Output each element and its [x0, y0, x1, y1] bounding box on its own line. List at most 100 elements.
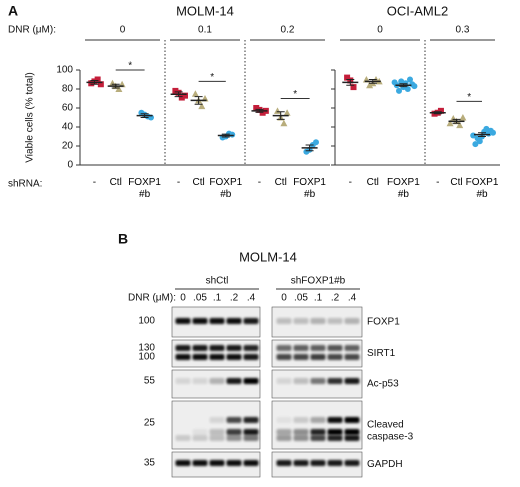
category-label: FOXP1 #b — [128, 177, 161, 200]
dose-value: 0.3 — [456, 25, 470, 36]
data-point — [303, 148, 310, 155]
mw-marker: 100 — [138, 316, 155, 327]
band — [226, 378, 242, 384]
band — [276, 435, 292, 441]
band — [226, 429, 242, 435]
x-tick-label: FOXP1 #b — [128, 177, 161, 200]
category-label: FOXP1 #b — [386, 177, 420, 200]
data-point — [253, 105, 260, 111]
band — [192, 378, 208, 384]
category-label: Ctl — [366, 177, 379, 188]
data-point — [459, 114, 467, 121]
category-label: - — [348, 177, 352, 188]
protein-label: SIRT1 — [367, 348, 396, 359]
significance-label: * — [293, 89, 297, 100]
band — [243, 345, 259, 351]
protein-label: Cleaved — [367, 420, 404, 431]
band — [243, 460, 259, 466]
category-label: - — [257, 177, 262, 188]
band — [226, 318, 242, 324]
band — [192, 318, 208, 324]
data-point — [404, 86, 411, 92]
band — [293, 429, 309, 435]
error-bar — [346, 79, 355, 86]
error-bar — [255, 108, 264, 113]
band — [226, 417, 242, 423]
significance-label: * — [210, 72, 214, 83]
band — [327, 345, 343, 351]
blot-strip — [271, 400, 363, 450]
category-label: - — [92, 177, 97, 188]
data-point — [449, 114, 457, 122]
data-point — [280, 119, 288, 127]
dose-value: 0 — [377, 25, 383, 36]
band — [209, 460, 225, 466]
data-point — [94, 76, 101, 83]
y-tick-label: 0 — [67, 160, 73, 171]
mw-marker: 130 — [138, 343, 155, 354]
error-bar — [140, 113, 149, 118]
band — [310, 354, 326, 360]
band — [209, 429, 225, 435]
data-point — [391, 79, 398, 86]
y-tick-label: 20 — [62, 141, 74, 152]
data-point — [366, 81, 374, 89]
error-bar — [221, 133, 230, 138]
mw-marker: 55 — [144, 376, 156, 387]
x-tick-label: - — [348, 177, 352, 188]
group-label: shFOXP1#b — [291, 276, 346, 287]
band — [310, 318, 326, 324]
band — [344, 417, 360, 423]
data-point — [456, 121, 464, 129]
protein-label: FOXP1 — [367, 317, 400, 328]
y-tick-label: 100 — [56, 65, 73, 76]
y-tick-label: 80 — [62, 84, 74, 95]
data-point — [182, 92, 188, 99]
band — [293, 318, 309, 324]
band — [310, 460, 326, 466]
data-point — [172, 87, 179, 94]
dose-value: .1 — [213, 293, 222, 304]
mw-marker: 25 — [144, 418, 156, 429]
band — [327, 435, 343, 441]
data-point — [198, 102, 206, 110]
band — [327, 429, 343, 435]
dose-value: 0.1 — [198, 25, 212, 36]
band — [293, 417, 309, 423]
band — [293, 354, 309, 360]
band — [175, 345, 191, 351]
category-label: FOXP1 #b — [465, 177, 499, 200]
band — [344, 345, 360, 351]
band — [175, 354, 191, 360]
category-label: - — [176, 177, 181, 188]
blot-strip — [271, 339, 363, 368]
data-point — [411, 83, 418, 90]
x-tick-label: Ctl — [366, 177, 379, 188]
band — [276, 318, 292, 324]
blot-title: MOLM-14 — [239, 249, 297, 264]
band — [243, 435, 259, 441]
protein-label: GAPDH — [367, 459, 403, 470]
x-tick-label: Ctl — [450, 177, 462, 188]
x-tick-label: - — [257, 177, 262, 188]
group-label: shCtl — [206, 276, 229, 287]
band — [226, 354, 242, 360]
error-bar — [111, 83, 120, 89]
error-bar — [399, 83, 408, 88]
data-point — [490, 129, 496, 136]
error-bar — [194, 96, 203, 105]
band — [175, 378, 191, 384]
dose-value: .05 — [193, 293, 207, 304]
y-axis-title: Viable cells (% total) — [25, 72, 36, 162]
band — [243, 354, 259, 360]
dose-value: 0 — [120, 25, 126, 36]
band — [192, 435, 208, 441]
x-tick-label: FOXP1 #b — [293, 177, 326, 200]
error-bar — [478, 132, 486, 137]
dose-label: DNR (μM): — [8, 25, 56, 36]
band — [209, 378, 225, 384]
band — [293, 460, 309, 466]
error-bar — [433, 111, 442, 115]
x-tick-label: FOXP1 #b — [386, 177, 420, 200]
